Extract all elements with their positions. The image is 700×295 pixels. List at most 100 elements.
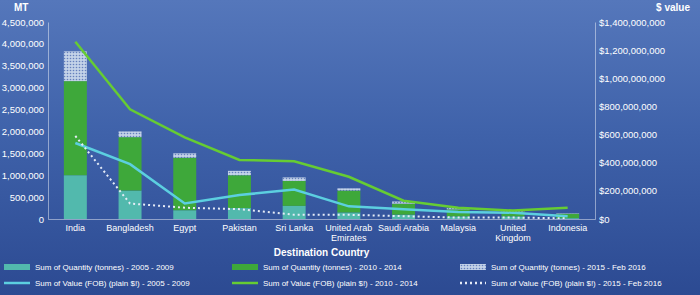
bar — [64, 51, 87, 81]
chart-svg: 0 500,000 1,000,000 1,500,000 2,000,000 2,500… — [0, 0, 700, 295]
legend-label: Sum of Value (FOB) (plain $!) - 2005 - 2… — [35, 279, 190, 288]
x-axis-tick: Sri Lanka — [275, 219, 313, 233]
x-axis-title: Destination Country — [274, 247, 370, 258]
y-axis-tick-label: 4,500,000 — [2, 17, 44, 28]
legend-item: Sum of Quantity (tonnes) - 2010 - 2014 — [232, 263, 402, 272]
x-axis-tick-label: India — [66, 223, 86, 233]
x-axis-tick-label: Indonesia — [548, 223, 587, 233]
bar — [337, 188, 360, 190]
y2-axis-title: $ value — [656, 2, 690, 13]
legend-label: Sum of Quantity (tonnes) - 2010 - 2014 — [263, 263, 402, 272]
x-axis-tick-label: Malaysia — [440, 223, 476, 233]
x-axis-tick: Saudi Arabia — [378, 219, 429, 233]
x-axis-tick-label: Saudi Arabia — [378, 223, 429, 233]
x-axis-tick-label-line: Bangladesh — [106, 223, 154, 233]
y2-axis-tick-label: $0 — [599, 214, 610, 225]
bar — [64, 81, 87, 175]
y-axis-tick: 0 — [39, 214, 48, 225]
x-axis-tick-label: UnitedKingdom — [495, 223, 531, 243]
y2-axis-tick-label: $400,000,000 — [599, 157, 657, 168]
y-axis-tick-label: 0 — [39, 214, 44, 225]
x-axis-tick: Malaysia — [440, 219, 476, 233]
x-axis-tick-label-line: Egypt — [173, 223, 197, 233]
y-axis-tick: 4,000,000 — [2, 38, 48, 49]
y-axis-tick: 1,500,000 — [2, 148, 48, 159]
x-axis-tick-label-line: United Arab — [325, 223, 372, 233]
y2-axis-line — [595, 23, 596, 220]
y2-axis-tick: $600,000,000 — [595, 129, 657, 140]
legend-item: Sum of Value (FOB) (plain $!) - 2010 - 2… — [232, 279, 418, 288]
bar — [119, 131, 142, 137]
legend: Sum of Quantity (tonnes) - 2005 - 2009 Su… — [4, 263, 662, 288]
bar — [283, 206, 306, 219]
y-axis-tick: 3,000,000 — [2, 82, 48, 93]
legend-item: Sum of Value (FOB) (plain $!) - 2005 - 2… — [4, 279, 190, 288]
y2-axis-tick-label: $800,000,000 — [599, 101, 657, 112]
legend-swatch — [460, 282, 486, 285]
x-axis-tick: Bangladesh — [106, 219, 154, 233]
legend-swatch — [232, 264, 258, 270]
x-axis-tick: India — [66, 219, 86, 233]
x-axis-line — [49, 219, 596, 220]
y-axis-tick: 500,000 — [10, 192, 48, 203]
bar — [337, 191, 360, 213]
x-axis-tick-label-line: Saudi Arabia — [378, 223, 429, 233]
y2-axis-tick: $1,000,000,000 — [595, 73, 665, 84]
line-series — [75, 136, 567, 218]
x-axis-tick-label: United ArabEmirates — [325, 223, 372, 243]
x-axis: India Bangladesh Egypt Pakistan Sri Lanka Uni… — [49, 219, 596, 243]
y-axis-tick: 1,000,000 — [2, 170, 48, 181]
bar — [173, 210, 196, 219]
x-axis-tick-label-line: India — [66, 223, 86, 233]
bar — [283, 181, 306, 206]
x-axis-tick: Indonesia — [548, 219, 587, 233]
y2-axis-tick-label: $200,000,000 — [599, 185, 657, 196]
legend-label: Sum of Quantity (tonnes) - 2015 - Feb 20… — [491, 263, 646, 272]
x-axis-tick-label: Sri Lanka — [275, 223, 313, 233]
legend-label: Sum of Value (FOB) (plain $!) - 2010 - 2… — [263, 279, 418, 288]
chart-container: 0 500,000 1,000,000 1,500,000 2,000,000 2,500… — [0, 0, 700, 295]
legend-swatch — [460, 264, 486, 270]
y-axis-tick: 4,500,000 — [2, 17, 48, 28]
legend-item: Sum of Quantity (tonnes) - 2005 - 2009 — [4, 263, 174, 272]
bar-series — [64, 81, 579, 218]
x-axis-tick-label-line: Malaysia — [440, 223, 476, 233]
y2-axis-tick-label: $1,200,000,000 — [599, 45, 665, 56]
x-axis-tick-label-line: Sri Lanka — [275, 223, 313, 233]
plot-marks — [64, 42, 579, 219]
x-axis-tick-label: Pakistan — [222, 223, 257, 233]
y2-axis-tick: $200,000,000 — [595, 185, 657, 196]
y2-axis-tick-label: $1,400,000,000 — [599, 17, 665, 28]
y2-axis-tick-label: $1,000,000,000 — [599, 73, 665, 84]
bar — [228, 175, 251, 208]
legend-label: Sum of Value (FOB) (plain $!) - 2015 - F… — [491, 279, 662, 288]
x-axis-tick-label: Bangladesh — [106, 223, 154, 233]
legend-swatch — [4, 282, 30, 285]
y-axis-tick-label: 500,000 — [10, 192, 44, 203]
y-axis-tick: 2,500,000 — [2, 104, 48, 115]
y-axis-tick-label: 1,500,000 — [2, 148, 44, 159]
y-axis-tick: 2,000,000 — [2, 126, 48, 137]
bar — [173, 153, 196, 157]
y2-axis-tick: $800,000,000 — [595, 101, 657, 112]
line-series — [75, 42, 567, 211]
x-axis-tick-label: Egypt — [173, 223, 197, 233]
bar — [556, 213, 579, 214]
x-axis-tick: Pakistan — [222, 219, 257, 233]
y-axis-title: MT — [14, 2, 28, 13]
x-axis-tick: United ArabEmirates — [325, 219, 372, 243]
bar — [283, 177, 306, 181]
legend-label: Sum of Quantity (tonnes) - 2005 - 2009 — [35, 263, 174, 272]
y-axis-line — [48, 23, 49, 220]
y-axis: 0 500,000 1,000,000 1,500,000 2,000,000 2,500… — [2, 17, 49, 225]
y-axis-tick-label: 3,000,000 — [2, 82, 44, 93]
x-axis-tick-label-line: United — [500, 223, 526, 233]
y2-axis-tick-label: $600,000,000 — [599, 129, 657, 140]
x-axis-tick: UnitedKingdom — [495, 219, 531, 243]
legend-item: Sum of Value (FOB) (plain $!) - 2015 - F… — [460, 279, 662, 288]
bar — [228, 171, 251, 175]
y-axis-tick-label: 2,500,000 — [2, 104, 44, 115]
y-axis-tick: 3,500,000 — [2, 60, 48, 71]
bar-series — [64, 51, 579, 213]
bar — [64, 175, 87, 219]
